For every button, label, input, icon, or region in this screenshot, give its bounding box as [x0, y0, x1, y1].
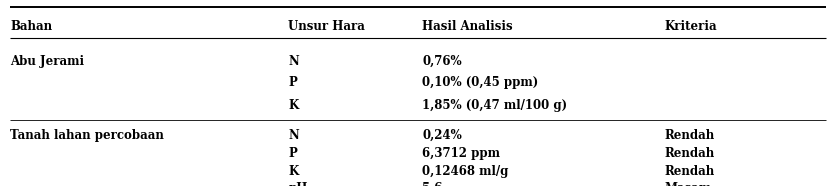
Text: pH: pH — [288, 182, 308, 186]
Text: Hasil Analisis: Hasil Analisis — [422, 20, 512, 33]
Text: K: K — [288, 165, 298, 178]
Text: N: N — [288, 129, 299, 142]
Text: 0,24%: 0,24% — [422, 129, 462, 142]
Text: 0,76%: 0,76% — [422, 55, 461, 68]
Text: 6,3712 ppm: 6,3712 ppm — [422, 147, 500, 160]
Text: Abu Jerami: Abu Jerami — [10, 55, 84, 68]
Text: P: P — [288, 147, 297, 160]
Text: 0,12468 ml/g: 0,12468 ml/g — [422, 165, 508, 178]
Text: Masam: Masam — [665, 182, 712, 186]
Text: Bahan: Bahan — [10, 20, 52, 33]
Text: Kriteria: Kriteria — [665, 20, 717, 33]
Text: K: K — [288, 99, 298, 112]
Text: 0,10% (0,45 ppm): 0,10% (0,45 ppm) — [422, 76, 538, 89]
Text: N: N — [288, 55, 299, 68]
Text: 1,85% (0,47 ml/100 g): 1,85% (0,47 ml/100 g) — [422, 99, 568, 112]
Text: P: P — [288, 76, 297, 89]
Text: Tanah lahan percobaan: Tanah lahan percobaan — [10, 129, 164, 142]
Text: Rendah: Rendah — [665, 129, 715, 142]
Text: Unsur Hara: Unsur Hara — [288, 20, 365, 33]
Text: 5,6: 5,6 — [422, 182, 442, 186]
Text: Rendah: Rendah — [665, 147, 715, 160]
Text: Rendah: Rendah — [665, 165, 715, 178]
